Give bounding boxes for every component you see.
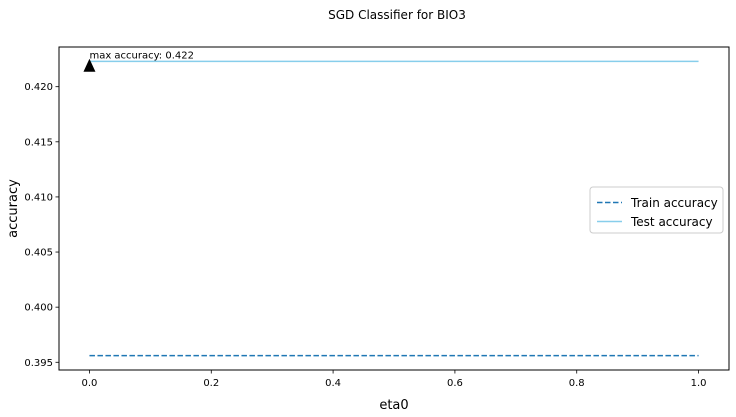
- x-tick-label: 0.8: [569, 378, 585, 389]
- x-tick-label: 0.4: [325, 378, 341, 389]
- legend-label-train: Train accuracy: [630, 196, 718, 210]
- x-tick-label: 1.0: [691, 378, 707, 389]
- x-axis: 0.0 0.2 0.4 0.6 0.8 1.0: [82, 370, 707, 389]
- legend-label-test: Test accuracy: [630, 215, 713, 229]
- series-layer: [89, 60, 699, 357]
- x-tick-label: 0.0: [82, 378, 98, 389]
- y-tick-label: 0.400: [24, 303, 53, 314]
- y-axis-label: accuracy: [6, 179, 21, 238]
- plot-frame: [58, 46, 730, 371]
- x-tick-label: 0.2: [203, 378, 219, 389]
- y-tick-label: 0.415: [24, 137, 53, 148]
- legend-box: [589, 186, 724, 234]
- y-tick-label: 0.405: [24, 248, 53, 259]
- legend: Train accuracy Test accuracy: [589, 186, 724, 234]
- annotation-layer: max accuracy: 0.422: [83, 51, 194, 72]
- x-tick-label: 0.6: [447, 378, 463, 389]
- plot-area: max accuracy: 0.422: [58, 46, 730, 371]
- max-accuracy-marker: [83, 58, 96, 72]
- max-accuracy-annotation: max accuracy: 0.422: [89, 51, 194, 62]
- y-axis: 0.395 0.400 0.405 0.410 0.415 0.420: [24, 82, 59, 369]
- y-tick-label: 0.395: [24, 358, 53, 369]
- y-tick-label: 0.410: [24, 192, 53, 203]
- chart-title: SGD Classifier for BIO3: [328, 8, 466, 22]
- x-axis-label: eta0: [379, 398, 408, 413]
- y-tick-label: 0.420: [24, 82, 53, 93]
